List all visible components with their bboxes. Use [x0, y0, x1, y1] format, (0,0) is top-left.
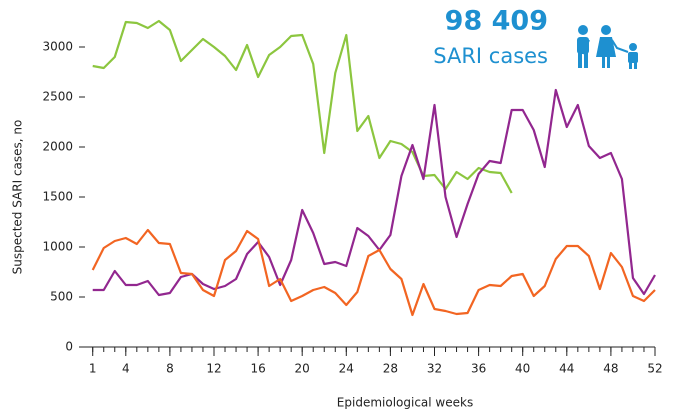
x-tick-label: 28	[383, 362, 398, 376]
series-line	[91, 228, 656, 317]
y-tick-label: 1000	[42, 240, 73, 254]
x-tick-label: 12	[206, 362, 221, 376]
y-tick-label: 1500	[42, 190, 73, 204]
x-tick-label: 24	[339, 362, 354, 376]
series-line	[92, 88, 656, 297]
x-tick-label: 48	[603, 362, 618, 376]
x-axis-label: Epidemiological weeks	[337, 396, 473, 410]
y-tick-label: 500	[50, 290, 73, 304]
x-tick-label: 16	[250, 362, 265, 376]
x-tick-label: 8	[166, 362, 174, 376]
y-axis-label: Suspected SARI cases, no	[11, 120, 25, 275]
x-tick-label: 44	[559, 362, 574, 376]
x-tick-label: 40	[515, 362, 530, 376]
x-tick-label: 32	[427, 362, 442, 376]
family-icon	[577, 25, 638, 69]
total-annotation: 98 409	[445, 6, 548, 37]
x-tick-label: 1	[89, 362, 97, 376]
y-tick-label: 0	[65, 340, 73, 354]
y-tick-label: 2000	[42, 140, 73, 154]
x-tick-label: 4	[122, 362, 130, 376]
x-tick-label: 52	[647, 362, 662, 376]
y-tick-label: 3000	[42, 40, 73, 54]
series-line	[92, 19, 513, 194]
y-tick-label: 2500	[42, 90, 73, 104]
total-caption: SARI cases	[433, 44, 548, 68]
x-tick-label: 20	[295, 362, 310, 376]
x-tick-label: 36	[471, 362, 486, 376]
